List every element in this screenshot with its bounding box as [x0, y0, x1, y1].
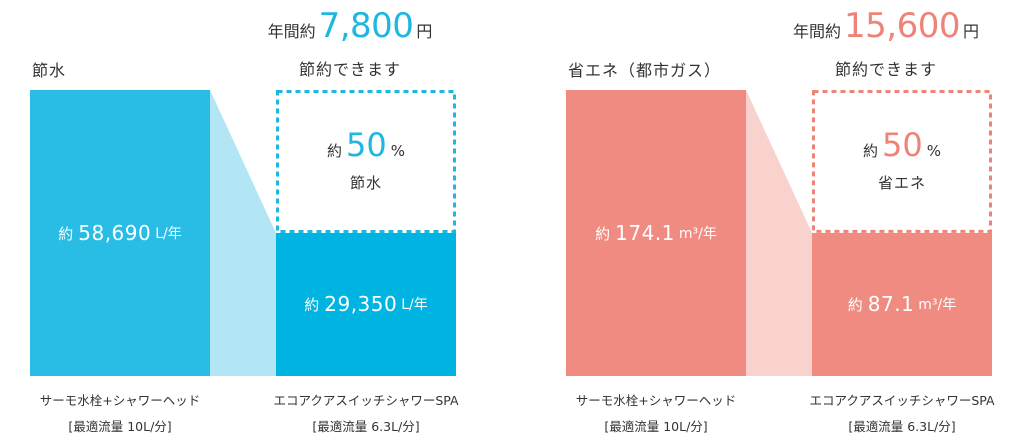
connector-wedge: [210, 90, 276, 376]
savings-prefix: 年間約: [267, 22, 316, 41]
x-tick-label-2: エコアクアスイッチシャワーSPA [最適流量 6.3L/分]: [273, 393, 459, 434]
reduction-percent: 50: [346, 126, 387, 164]
savings-prefix: 年間約: [793, 22, 842, 41]
bar-value-label-1: 約 58,690 L/年: [58, 221, 182, 245]
reduction-label: 節水: [349, 174, 382, 192]
x-tick-label-1: サーモ水栓+シャワーヘッド [最適流量 10L/分]: [39, 393, 201, 434]
reduction-annotation: 約 50% 節水: [276, 90, 456, 233]
savings-amount: 15,600: [844, 6, 960, 46]
savings-subtitle: 節約できます: [298, 60, 401, 79]
savings-unit: 円: [416, 22, 433, 41]
bar-2: [276, 232, 456, 376]
water-saving-panel: 節水 年間約7,800 円 節約できます 約 58,690 L/年 約 29,350 L/…: [30, 0, 500, 447]
x-tick-label-2: エコアクアスイッチシャワーSPA [最適流量 6.3L/分]: [809, 393, 995, 434]
bar-value-label-1: 約 174.1 m³/年: [595, 221, 717, 245]
bar-value-label-2: 約 87.1 m³/年: [847, 292, 957, 317]
savings-amount: 7,800: [318, 6, 414, 46]
savings-unit: 円: [962, 22, 979, 41]
reduction-percent: 50: [882, 126, 923, 164]
reduction-outline: [812, 90, 992, 233]
savings-subtitle: 節約できます: [834, 60, 937, 79]
bar-1: [30, 90, 210, 376]
connector-wedge: [746, 90, 812, 376]
chart-title: 省エネ（都市ガス）: [568, 61, 722, 80]
bar-1: [566, 90, 746, 376]
chart-plot: [566, 90, 992, 376]
x-tick-label-1: サーモ水栓+シャワーヘッド [最適流量 10L/分]: [575, 393, 737, 434]
bar-value-label-2: 約 29,350 L/年: [304, 292, 428, 317]
chart-title: 節水: [32, 61, 67, 80]
reduction-outline: [276, 90, 456, 233]
energy-saving-panel: 省エネ（都市ガス） 年間約15,600 円 節約できます 約 174.1 m³/年 約…: [566, 0, 1024, 447]
reduction-annotation: 約 50% 省エネ: [812, 90, 992, 233]
reduction-label: 省エネ: [877, 174, 926, 192]
chart-plot: [30, 90, 456, 376]
bar-2: [812, 232, 992, 376]
